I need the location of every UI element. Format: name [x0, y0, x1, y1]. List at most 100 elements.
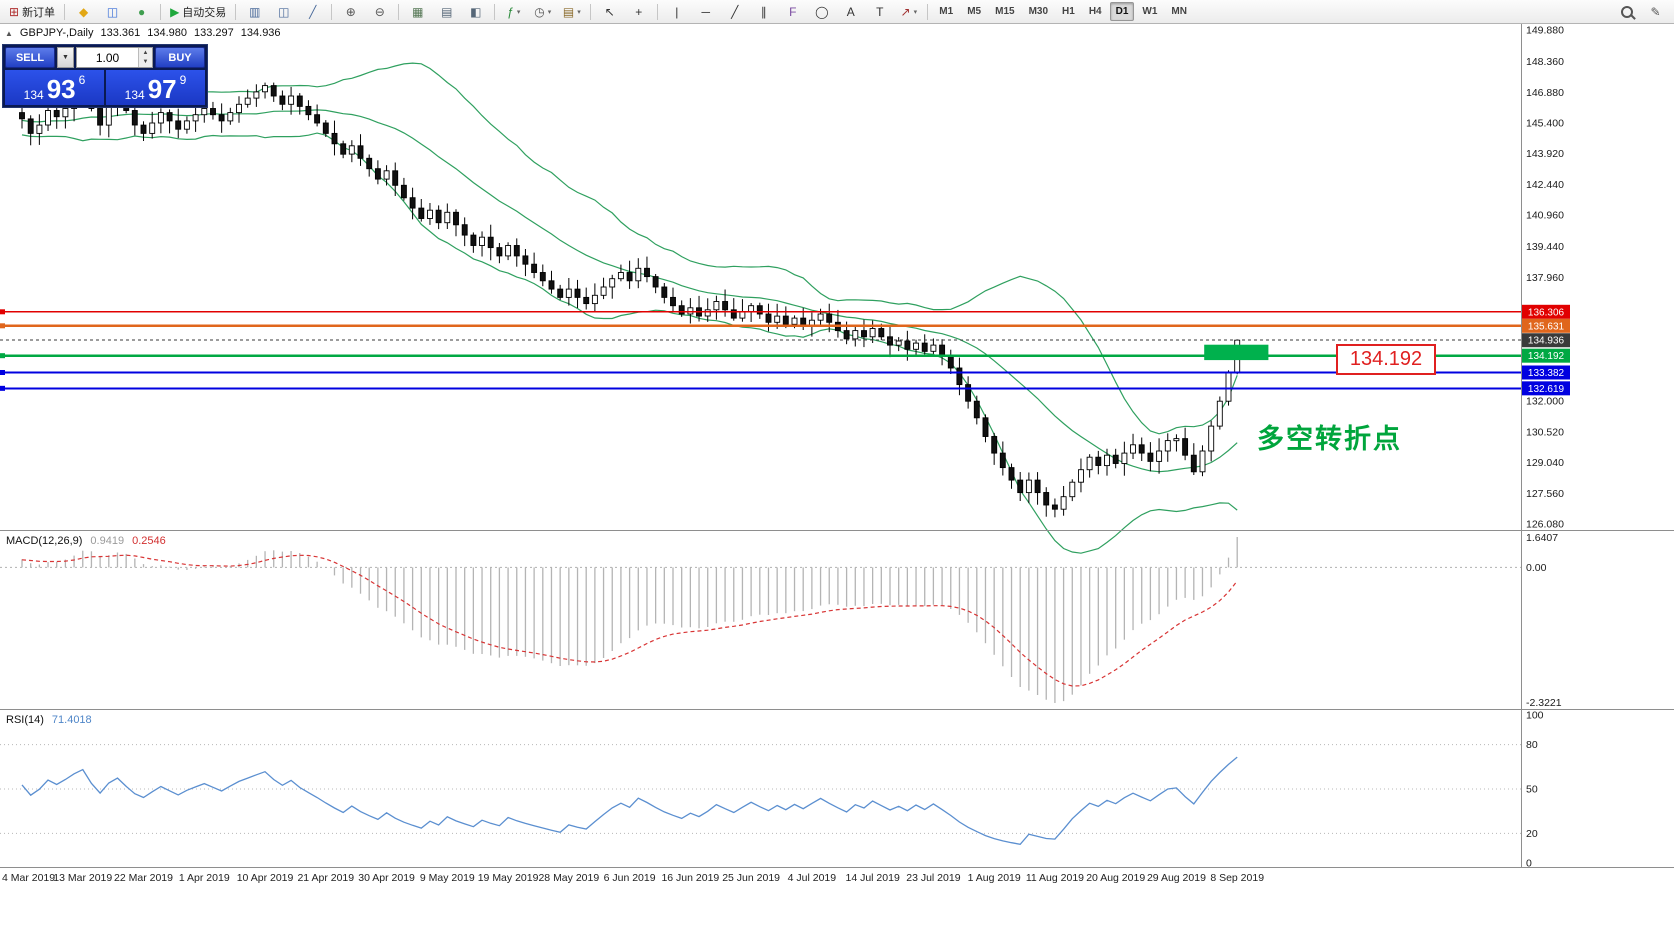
sell-button[interactable]: SELL — [5, 47, 55, 68]
axes: 136.306 135.631 134.936 134.192 133.382 132.6… — [0, 24, 1674, 884]
label-icon[interactable]: T — [866, 1, 893, 22]
indicators-button[interactable]: ƒ ▾ — [500, 1, 527, 22]
channel-icon[interactable]: ∥ — [750, 1, 777, 22]
periods-button[interactable]: ◷ ▾ — [529, 1, 556, 22]
bar-chart-type-icon[interactable]: ▥ — [241, 1, 268, 22]
templates-button[interactable]: ▤ ▾ — [558, 1, 585, 22]
quick-message-icon[interactable]: ✎ — [1642, 1, 1669, 22]
timeframe-w1[interactable]: W1 — [1142, 6, 1158, 17]
text-icon[interactable]: A — [837, 1, 864, 22]
fibonacci-icon[interactable]: F — [779, 1, 806, 22]
zoom-in-icon[interactable]: ⊕ — [337, 1, 364, 22]
low-value: 133.297 — [194, 27, 234, 39]
main-chart-pane[interactable] — [0, 62, 1521, 554]
sell-price-pip: 6 — [78, 73, 86, 87]
cascade-windows-icon[interactable]: ◧ — [462, 1, 489, 22]
horizontal-line-icon: ─ — [701, 4, 711, 19]
crosshair-icon: + — [635, 4, 643, 19]
vertical-line-icon[interactable]: | — [663, 1, 690, 22]
ohlc-header: ▲ GBPJPY-,Daily 133.361 134.980 133.297 … — [5, 27, 281, 39]
chevron-down-icon: ▾ — [913, 8, 918, 16]
arrange-windows-icon[interactable]: ▤ — [433, 1, 460, 22]
svg-text:139.440: 139.440 — [1526, 241, 1564, 253]
autotrading-button[interactable]: ▶ 自动交易 — [166, 1, 230, 22]
arrows-icon[interactable]: ↗ ▾ — [895, 1, 922, 22]
toolbar-separator — [331, 3, 333, 20]
timeframe-mn[interactable]: MN — [1171, 6, 1187, 17]
cursor-icon: ↖ — [604, 4, 615, 19]
shapes-icon[interactable]: ◯ — [808, 1, 835, 22]
timeframe-m15[interactable]: M15 — [995, 6, 1015, 17]
svg-text:9 May 2019: 9 May 2019 — [420, 872, 475, 884]
favorites-icon[interactable]: ◆ — [70, 1, 97, 22]
data-window-icon[interactable]: ● — [128, 1, 155, 22]
timeframe-m30[interactable]: M30 — [1028, 6, 1049, 17]
market-watch-icon[interactable]: ◫ — [99, 1, 126, 22]
volume-field[interactable]: 1.00 ▲ ▼ — [76, 47, 153, 68]
toolbar-left: ⊞ 新订单 ◆ ◫ ● ▶ 自动交易 ▥ ◫ ╱ ⊕ ⊖ ▦ ▤ ◧ ƒ ▾ ◷ ▾ ▤ ▾ ↖ + | ─ ╱ ∥ F ◯ A T ↗ ▾ M1… — [4, 0, 1194, 23]
svg-text:130.520: 130.520 — [1526, 426, 1564, 438]
toolbar-separator — [398, 3, 400, 20]
svg-text:4 Mar 2019: 4 Mar 2019 — [2, 872, 55, 884]
timeframe-h1[interactable]: H1 — [1062, 6, 1075, 17]
svg-text:11 Aug 2019: 11 Aug 2019 — [1026, 872, 1084, 884]
macd-pane[interactable]: 1.6407 0.00 -2.3221 — [0, 532, 1562, 709]
svg-text:20: 20 — [1526, 828, 1538, 840]
volume-value[interactable]: 1.00 — [95, 50, 120, 65]
rsi-name: RSI(14) — [6, 714, 44, 726]
timeframe-m5[interactable]: M5 — [967, 6, 982, 17]
shapes-icon: ◯ — [815, 4, 829, 19]
tile-windows-icon: ▦ — [412, 4, 424, 19]
volume-down-icon[interactable]: ▼ — [139, 57, 152, 67]
line-chart-type-icon: ╱ — [309, 4, 317, 19]
buy-price-pip: 9 — [179, 73, 187, 87]
buy-price-prefix: 134 — [124, 87, 145, 102]
svg-text:145.400: 145.400 — [1526, 118, 1564, 130]
timeframe-d1[interactable]: D1 — [1109, 2, 1135, 21]
line-chart-type-icon[interactable]: ╱ — [299, 1, 326, 22]
crosshair-icon[interactable]: + — [625, 1, 652, 22]
vertical-line-icon: | — [675, 4, 679, 19]
sell-price-display[interactable]: 134 93 6 — [5, 70, 104, 105]
svg-text:148.360: 148.360 — [1526, 56, 1564, 68]
svg-text:137.960: 137.960 — [1526, 272, 1564, 284]
search-icon[interactable] — [1613, 1, 1640, 22]
rsi-label: RSI(14) 71.4018 — [6, 714, 92, 726]
toolbar-separator — [590, 3, 592, 20]
search-icon — [1620, 5, 1633, 18]
autotrading-button: ▶ — [170, 4, 180, 19]
trendline-icon[interactable]: ╱ — [721, 1, 748, 22]
channel-icon: ∥ — [760, 4, 767, 19]
zoom-out-icon[interactable]: ⊖ — [366, 1, 393, 22]
volume-stepper: ▲ ▼ — [138, 48, 152, 67]
cascade-windows-icon: ◧ — [470, 4, 482, 19]
rsi-pane[interactable]: 100 80 50 20 0 — [0, 710, 1544, 870]
new-order-button[interactable]: ⊞ 新订单 — [5, 1, 59, 22]
collapse-trade-panel-icon[interactable]: ▲ — [5, 28, 13, 38]
volume-dropdown-icon[interactable]: ▼ — [57, 47, 74, 68]
buy-button[interactable]: BUY — [155, 47, 205, 68]
volume-up-icon[interactable]: ▲ — [139, 48, 152, 58]
svg-text:100: 100 — [1526, 710, 1544, 722]
svg-text:30 Apr 2019: 30 Apr 2019 — [358, 872, 415, 884]
macd-name: MACD(12,26,9) — [6, 535, 83, 547]
close-value: 134.936 — [240, 27, 281, 39]
svg-text:1.6407: 1.6407 — [1526, 532, 1558, 544]
fibonacci-icon: F — [789, 4, 797, 19]
text-icon: A — [846, 4, 855, 19]
label-icon: T — [876, 4, 884, 19]
svg-text:136.306: 136.306 — [1528, 307, 1565, 318]
buy-price-display[interactable]: 134 97 9 — [106, 70, 205, 105]
svg-text:129.040: 129.040 — [1526, 457, 1564, 469]
tile-windows-icon[interactable]: ▦ — [404, 1, 431, 22]
svg-text:1 Aug 2019: 1 Aug 2019 — [968, 872, 1021, 884]
horizontal-line-icon[interactable]: ─ — [692, 1, 719, 22]
svg-text:149.880: 149.880 — [1526, 25, 1564, 37]
timeframe-m1[interactable]: M1 — [939, 6, 954, 17]
svg-text:4 Jul 2019: 4 Jul 2019 — [788, 872, 837, 884]
candle-chart-type-icon[interactable]: ◫ — [270, 1, 297, 22]
cursor-icon[interactable]: ↖ — [596, 1, 623, 22]
chevron-down-icon: ▾ — [547, 8, 552, 16]
timeframe-h4[interactable]: H4 — [1088, 6, 1102, 17]
